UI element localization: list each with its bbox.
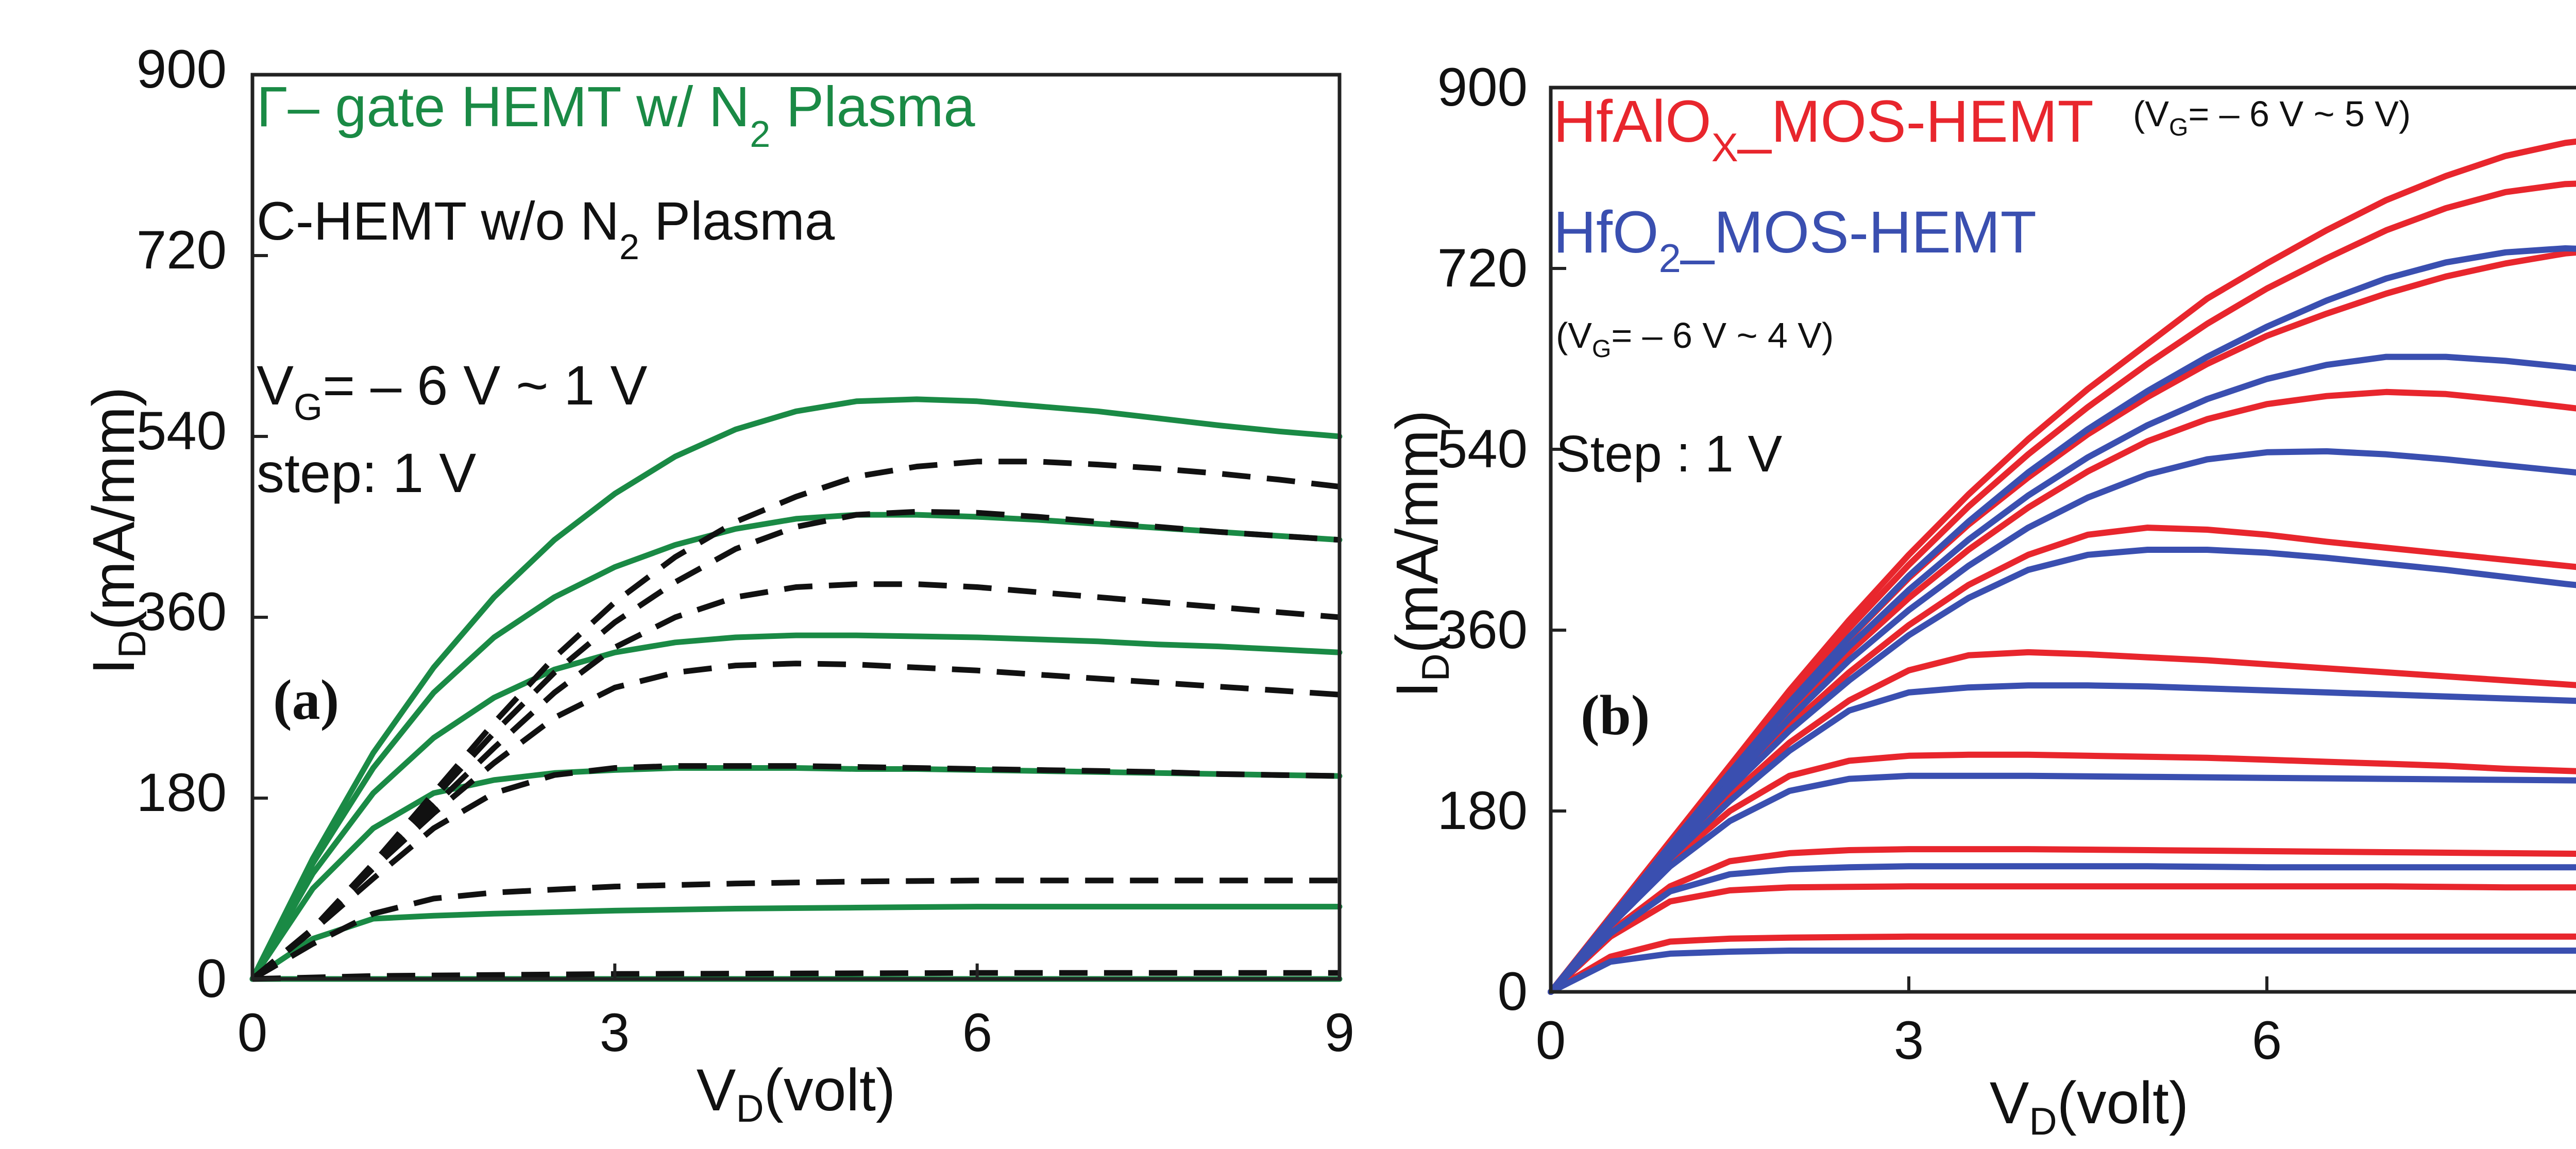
panel-a-x-axis-label: VD(volt)	[697, 1057, 895, 1130]
panel-b-ytick-label: 0	[1498, 961, 1528, 1022]
panel-b-frame	[1549, 86, 2576, 994]
panel-b-series-line	[1548, 682, 2576, 995]
panel-a-bias-range: VG= – 6 V ~ 1 V	[257, 354, 648, 428]
panel-a-series-line	[250, 763, 1340, 982]
panel-a-ytick-label: 180	[137, 763, 227, 823]
panel-a-series-line	[250, 509, 1340, 982]
panel-a: 900 720 540 360 180 0 0 3 6 9 VD(volt) I…	[81, 39, 1354, 1130]
panel-b-series-line	[1548, 547, 2576, 995]
panel-a-ytick-label: 720	[137, 220, 227, 280]
panel-b-legend-hfo2-range: (VG= – 6 V ~ 4 V)	[1556, 315, 1834, 363]
panel-b-xtick-label: 0	[1536, 1010, 1566, 1071]
panel-b-series-line	[1548, 649, 2576, 995]
panel-b-series-line	[1548, 448, 2576, 995]
panel-b-x-axis-label: VD(volt)	[1990, 1070, 2189, 1143]
panel-a-xtick-label: 6	[962, 1003, 992, 1063]
panel-a-legend-c-hemt: C-HEMT w/o N2 Plasma	[257, 191, 835, 267]
panel-b-legend-hfo2: HfO2_MOS-HEMT	[1553, 199, 2037, 281]
panel-a-series-line	[249, 632, 1343, 982]
panel-b-plot-series	[1548, 138, 2576, 995]
panel-a-xtick-label: 0	[238, 1003, 267, 1063]
panel-a-xtick-label: 3	[600, 1003, 630, 1063]
panel-b-xtick-label: 6	[2252, 1010, 2282, 1071]
panel-b-ytick-label: 540	[1437, 419, 1528, 479]
panel-a-step: step: 1 V	[257, 442, 476, 504]
panel-a-frame	[250, 73, 1342, 981]
panel-b-legend-hfalox-range: (VG= – 6 V ~ 5 V)	[2133, 94, 2411, 141]
panel-a-y-axis-label: ID(mA/mm)	[81, 387, 154, 675]
panel-a-series-line	[250, 581, 1340, 982]
panel-a-ytick-label: 0	[197, 949, 227, 1009]
panel-a-series-line	[249, 396, 1343, 982]
panel-a-series-line	[250, 661, 1340, 982]
panel-b-label: (b)	[1581, 684, 1650, 747]
panel-a-legend-gamma-gate: Γ– gate HEMT w/ N2 Plasma	[257, 75, 975, 155]
panel-a-xtick-label: 9	[1325, 1003, 1354, 1063]
panel-a-series-line	[250, 459, 1340, 982]
panel-b-ytick-label: 180	[1437, 781, 1528, 841]
panel-b-ytick-label: 360	[1437, 600, 1528, 660]
panel-b-series-line	[1548, 846, 2576, 995]
panel-b-series-line	[1548, 863, 2576, 995]
panel-a-series-line	[249, 904, 1343, 982]
panel-a-ytick-label: 900	[137, 39, 227, 99]
panel-b-ytick-label: 900	[1437, 57, 1528, 117]
panel-b-y-axis-label: ID(mA/mm)	[1384, 410, 1457, 698]
panel-b-xtick-label: 3	[1894, 1010, 1924, 1071]
panel-b-series-line	[1548, 883, 2576, 995]
panel-a-ytick-label: 360	[137, 582, 227, 642]
panel-b-series-line	[1548, 751, 2576, 995]
panel-b-series-line	[1548, 948, 2576, 995]
panel-b-step: Step : 1 V	[1556, 425, 1782, 483]
panel-b-ytick-label: 720	[1437, 238, 1528, 298]
panel-a-ytick-label: 540	[137, 401, 227, 461]
panel-b: 900 720 540 360 180 0 0 3 6 9 VD(volt) I…	[1384, 57, 2576, 1143]
panel-b-series-line	[1548, 933, 2576, 995]
panel-b-series-line	[1548, 772, 2576, 995]
panel-b-legend-hfalox: HfAlOX_MOS-HEMT	[1553, 89, 2094, 170]
panel-b-series-line	[1548, 353, 2576, 995]
panel-a-label: (a)	[273, 668, 339, 731]
